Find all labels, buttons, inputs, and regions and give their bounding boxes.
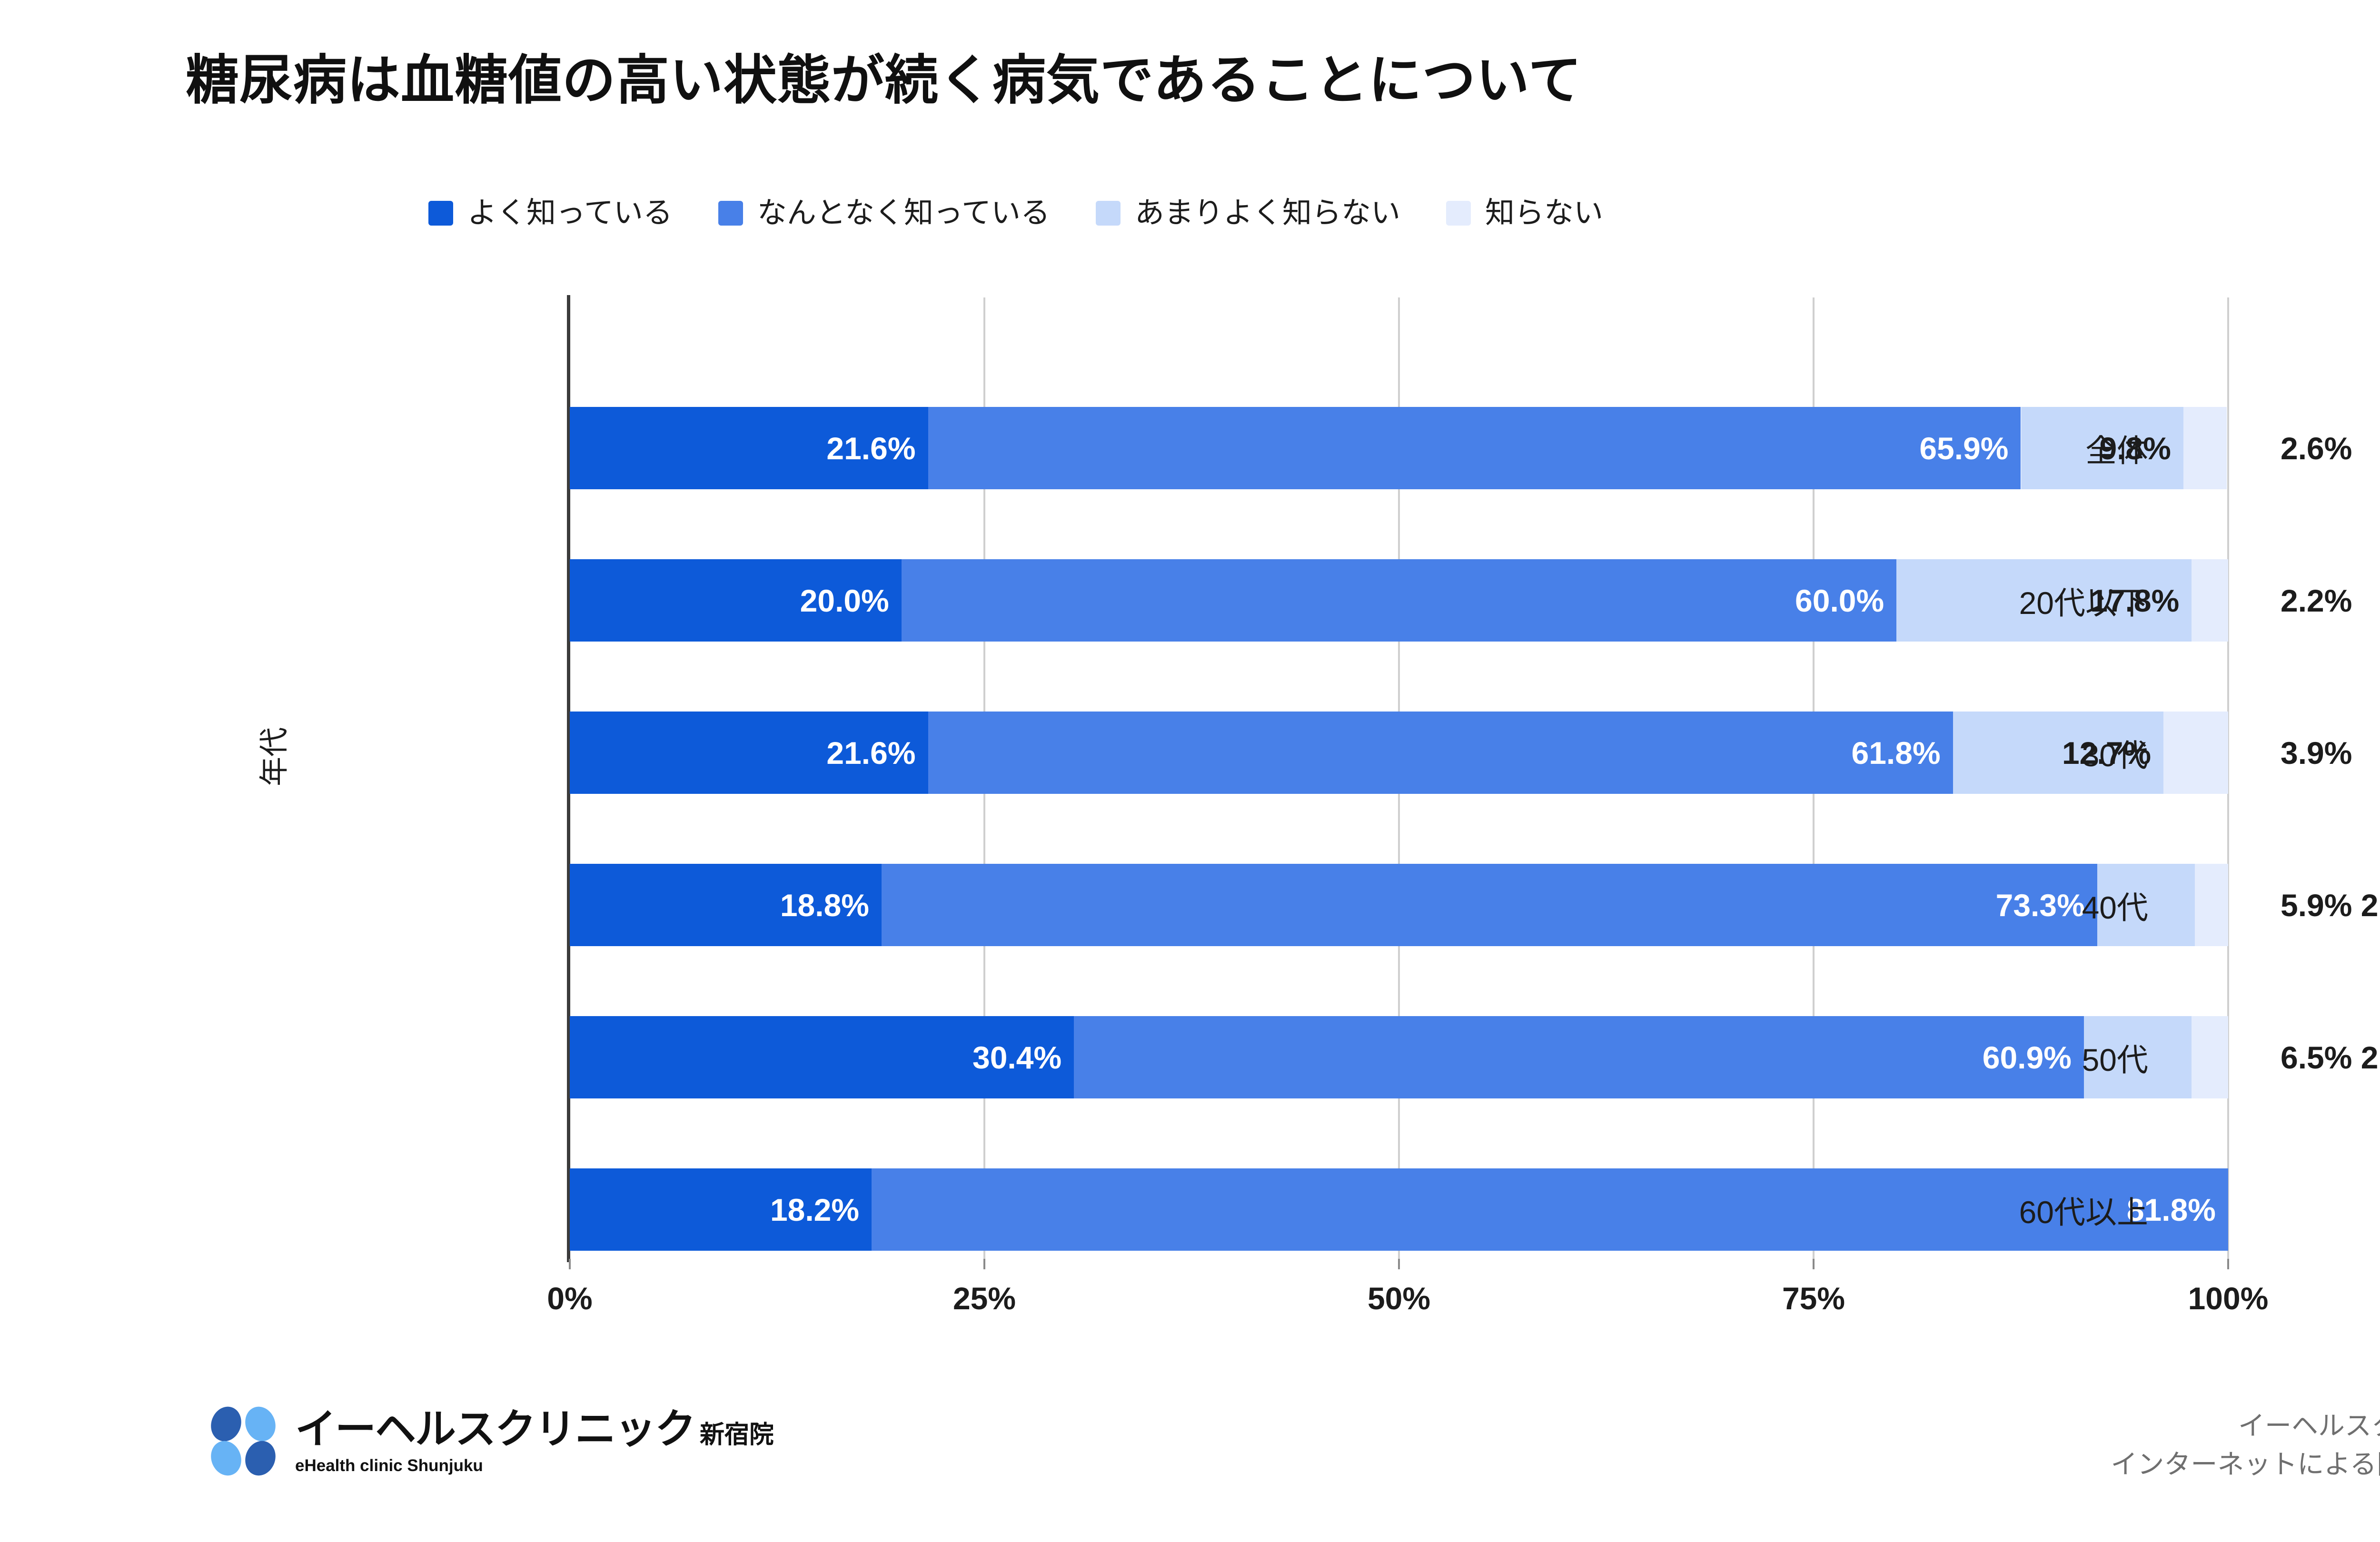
bar-value-label: 61.8% <box>1851 735 1941 771</box>
bar-segment[interactable] <box>2195 864 2228 946</box>
bar-segment[interactable]: 73.3% <box>881 864 2097 946</box>
logo-petal-bottom-right <box>240 1436 280 1480</box>
bar-segment[interactable]: 20.0% <box>570 559 902 642</box>
logo-sub-text: eHealth clinic Shunjuku <box>295 1456 483 1475</box>
x-tick-label-75: 75% <box>1782 1281 1845 1316</box>
bar-segment[interactable]: 30.4% <box>570 1016 1074 1098</box>
logo-main-row: イーヘルスクリニック 新宿院 <box>295 1409 774 1450</box>
bar-segment[interactable]: 17.8% <box>1896 559 2192 642</box>
legend-item-0[interactable]: よく知っている <box>428 198 673 228</box>
bar-value-label: 17.8% <box>2090 583 2180 618</box>
bar-value-label-outside: 2.2% <box>2281 583 2352 618</box>
y-category-label-0: 全体 <box>2085 433 2148 468</box>
legend-label-3: 知らない <box>1485 197 1603 229</box>
bar-segment[interactable]: 18.2% <box>570 1168 872 1251</box>
bar-row[interactable]: 30.4% 60.9% 6.5% 2.2% <box>570 1016 2380 1098</box>
bar-segment[interactable]: 60.9% <box>1074 1016 2084 1098</box>
bar-value-label: 18.8% <box>780 887 869 923</box>
x-tick-mark-0 <box>569 1259 571 1269</box>
bar-value-label: 81.8% <box>2126 1192 2216 1227</box>
y-category-label-5: 60代以上 <box>2019 1194 2148 1230</box>
bar-segment[interactable] <box>2183 407 2227 489</box>
page-title: 糖尿病は血糖値の高い状態が続く病気であることについて <box>186 50 1582 110</box>
bar-segment[interactable]: 21.6% <box>570 712 928 794</box>
chart-legend: よく知っている なんとなく知っている あまりよく知らない 知らない <box>428 194 1603 232</box>
bar-segment[interactable]: 9.8% <box>2021 407 2183 489</box>
x-tick-label-100: 100% <box>2188 1281 2269 1316</box>
bar-row[interactable]: 18.2% 81.8% <box>570 1168 2228 1251</box>
x-tick-label-0: 0% <box>547 1281 593 1316</box>
legend-label-1: なんとなく知っている <box>757 197 1050 229</box>
x-tick-mark-25 <box>983 1259 985 1269</box>
bar-segment[interactable]: 81.8% <box>872 1168 2228 1251</box>
bar-value-label: 60.0% <box>1795 583 1884 618</box>
logo-wordmark: イーヘルスクリニック 新宿院 eHealth clinic Shunjuku <box>295 1409 774 1474</box>
bar-value-label: 9.8% <box>2099 430 2171 466</box>
bar-row[interactable]: 21.6% 65.9% 9.8% 2.6% <box>570 407 2352 489</box>
y-axis-line <box>567 295 570 1262</box>
bar-value-label: 60.9% <box>1982 1039 2072 1075</box>
bar-row[interactable]: 18.8% 73.3% 5.9% 2.0% <box>570 864 2380 946</box>
plot-area: 21.6% 65.9% 9.8% 2.6% 20.0% 60.0% 17.8% 2.2% 21.… <box>570 297 2380 1259</box>
legend-item-3[interactable]: 知らない <box>1446 198 1603 228</box>
bar-value-label: 18.2% <box>770 1192 860 1227</box>
y-category-label-3: 40代 <box>2082 890 2148 925</box>
x-tick-mark-75 <box>1813 1259 1815 1269</box>
x-tick-mark-50 <box>1398 1259 1400 1269</box>
bar-segment[interactable] <box>2083 1016 2192 1098</box>
legend-swatch-icon-2 <box>1095 201 1121 226</box>
brand-logo: イーヘルスクリニック 新宿院 eHealth clinic Shunjuku <box>206 1402 774 1480</box>
bar-segment[interactable]: 61.8% <box>928 712 1953 794</box>
bar-value-label: 12.7% <box>2062 735 2152 771</box>
bar-segment[interactable]: 21.6% <box>570 407 928 489</box>
bar-segment[interactable]: 18.8% <box>570 864 882 946</box>
bar-segment[interactable] <box>2163 712 2228 794</box>
y-axis-title: 年代 <box>258 727 291 787</box>
logo-petal-top-right <box>240 1402 280 1446</box>
legend-label-0: よく知っている <box>467 197 673 229</box>
bar-value-label-outside: 6.5% 2.2% <box>2281 1039 2380 1075</box>
bar-row[interactable]: 20.0% 60.0% 17.8% 2.2% <box>570 559 2352 642</box>
bar-segment[interactable]: 60.0% <box>901 559 1897 642</box>
bar-row[interactable]: 21.6% 61.8% 12.7% 3.9% <box>570 712 2352 794</box>
logo-branch-text: 新宿院 <box>700 1421 774 1449</box>
bar-segment[interactable]: 65.9% <box>928 407 2021 489</box>
clinic-logo-icon <box>206 1402 280 1480</box>
x-tick-label-25: 25% <box>952 1281 1016 1316</box>
gridline-100 <box>2227 297 2229 1259</box>
y-category-label-1: 20代以下 <box>2019 585 2148 621</box>
bar-value-label: 73.3% <box>1995 887 2085 923</box>
source-note-line-2: インターネットによる匿名調査｜n=305 <box>2111 1449 2380 1480</box>
bar-value-label-outside: 2.6% <box>2281 430 2352 466</box>
legend-label-2: あまりよく知らない <box>1134 197 1400 229</box>
bar-segment[interactable] <box>2097 864 2195 946</box>
logo-petal-bottom-left <box>206 1436 246 1480</box>
logo-petal-top-left <box>206 1402 246 1446</box>
bar-value-label: 21.6% <box>826 430 916 466</box>
legend-swatch-icon-1 <box>718 201 743 226</box>
bar-value-label: 65.9% <box>1919 430 2009 466</box>
bar-segment[interactable]: 12.7% <box>1953 712 2164 794</box>
legend-swatch-icon-0 <box>428 201 453 226</box>
legend-item-2[interactable]: あまりよく知らない <box>1095 197 1400 229</box>
logo-main-text: イーヘルスクリニック <box>295 1406 696 1452</box>
bar-value-label: 30.4% <box>972 1039 1062 1075</box>
y-category-label-2: 30代 <box>2082 737 2148 773</box>
bar-value-label: 20.0% <box>800 583 889 618</box>
x-tick-label-50: 50% <box>1367 1281 1431 1316</box>
legend-swatch-icon-3 <box>1446 201 1471 226</box>
bar-value-label-outside: 5.9% 2.0% <box>2281 887 2380 923</box>
bar-segment[interactable] <box>2192 559 2228 642</box>
legend-item-1[interactable]: なんとなく知っている <box>718 198 1050 228</box>
x-tick-mark-100 <box>2227 1259 2229 1269</box>
y-category-label-4: 50代 <box>2082 1042 2148 1077</box>
bar-value-label: 21.6% <box>826 735 916 771</box>
bar-segment[interactable] <box>2192 1016 2228 1098</box>
bar-value-label-outside: 3.9% <box>2281 735 2352 771</box>
